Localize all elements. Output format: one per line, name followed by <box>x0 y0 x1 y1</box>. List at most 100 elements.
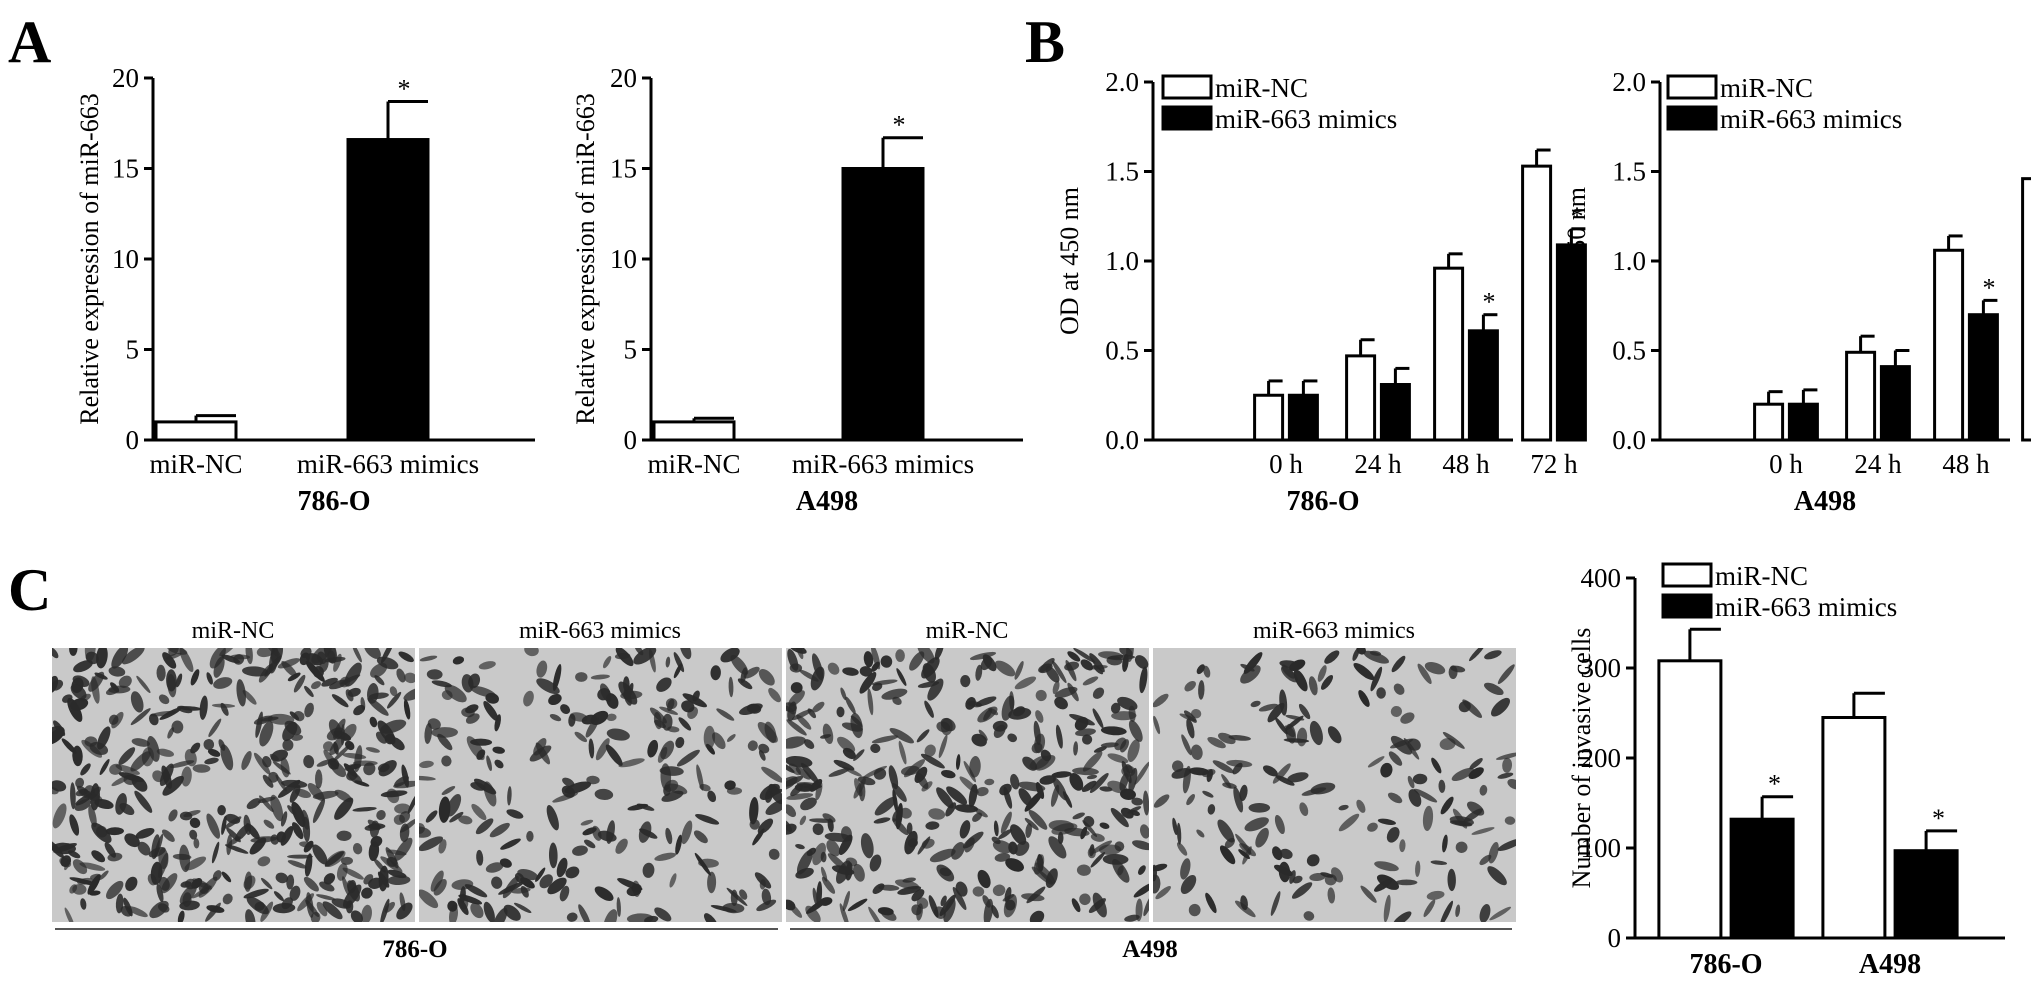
cell-mark <box>169 760 195 768</box>
cell-mark <box>626 913 654 922</box>
cell-mark <box>1107 780 1128 794</box>
cell-mark <box>536 660 548 678</box>
cell-mark <box>52 648 59 659</box>
cell-mark <box>839 903 850 922</box>
cell-mark <box>1014 661 1024 680</box>
cell-mark <box>1299 802 1309 817</box>
cell-mark <box>1089 653 1105 673</box>
cell-mark <box>535 742 551 765</box>
cell-mark <box>972 886 985 897</box>
cell-mark <box>96 648 108 669</box>
cell-mark <box>1183 710 1197 723</box>
cell-mark <box>387 875 411 886</box>
cell-mark <box>647 739 659 758</box>
cell-mark <box>365 747 380 753</box>
micrograph-label-786o-mir-663-mimics: miR-663 mimics <box>519 618 681 644</box>
cell-mark <box>564 781 592 794</box>
cell-mark <box>339 676 351 688</box>
cell-mark <box>303 840 314 853</box>
cell-mark <box>1003 894 1017 918</box>
cell-mark <box>1045 868 1058 888</box>
cell-mark <box>189 817 201 829</box>
legend-swatch <box>1161 74 1213 100</box>
cell-mark <box>878 884 900 891</box>
cell-mark <box>342 867 364 880</box>
cell-mark <box>1198 680 1205 700</box>
cell-mark <box>1370 666 1383 692</box>
cell-mark <box>873 768 887 780</box>
micrograph-label-a498-mir-663-mimics: miR-663 mimics <box>1253 618 1415 644</box>
cell-mark <box>888 765 899 790</box>
cell-mark <box>1190 708 1202 719</box>
cell-mark <box>282 739 294 751</box>
cell-mark <box>369 820 380 838</box>
cell-mark <box>96 825 108 838</box>
bar <box>2021 177 2031 442</box>
cell-mark <box>1489 906 1512 921</box>
cell-mark <box>303 876 319 892</box>
cell-mark <box>87 874 101 895</box>
cell-mark <box>1439 900 1454 922</box>
cell-mark <box>969 651 997 661</box>
x-tick-label: A498 <box>1859 949 1921 980</box>
cell-mark <box>1374 861 1399 872</box>
cell-mark <box>822 723 834 744</box>
cell-mark <box>992 884 1006 897</box>
cell-mark <box>675 736 685 749</box>
cell-mark <box>1029 910 1045 922</box>
cell-mark <box>376 656 399 670</box>
cell-mark <box>1110 807 1129 828</box>
cell-mark <box>1018 788 1033 807</box>
cell-mark <box>633 648 657 665</box>
cell-mark <box>1422 805 1434 832</box>
cell-mark <box>1052 660 1067 684</box>
cell-mark <box>452 656 465 665</box>
cell-mark <box>1502 757 1513 773</box>
cell-mark <box>243 888 269 899</box>
cell-mark <box>389 686 398 697</box>
cell-mark <box>444 684 467 703</box>
y-tick-label: 10 <box>112 244 139 274</box>
cell-mark <box>323 873 336 885</box>
cell-mark <box>470 902 484 919</box>
cell-mark <box>994 852 1011 862</box>
cell-mark <box>588 738 595 759</box>
x-tick-label: miR-NC <box>647 449 740 479</box>
cell-mark <box>1438 779 1446 793</box>
cell-mark <box>331 898 352 909</box>
cell-mark <box>72 883 87 895</box>
cell-mark <box>924 700 934 718</box>
cell-mark <box>111 775 131 787</box>
cell-mark <box>565 866 580 879</box>
cell-mark <box>316 901 328 917</box>
cell-mark <box>980 656 993 671</box>
cell-mark <box>539 874 553 889</box>
cell-mark <box>494 714 501 732</box>
micrograph-group-a498: A498 <box>1122 936 1178 963</box>
cell-mark <box>475 818 494 835</box>
cell-mark <box>1442 834 1448 853</box>
cell-mark <box>431 727 458 738</box>
cell-mark <box>62 694 73 703</box>
cell-mark <box>983 898 994 922</box>
y-tick-label: 1.5 <box>1105 157 1139 187</box>
cell-mark <box>1133 882 1149 898</box>
cell-mark <box>441 786 456 795</box>
cell-mark <box>325 656 346 663</box>
cell-mark <box>1353 662 1375 681</box>
cell-mark <box>626 682 634 699</box>
cell-mark <box>396 902 413 920</box>
cell-mark <box>756 899 777 912</box>
cell-mark <box>419 826 432 838</box>
cell-mark <box>184 856 207 871</box>
cell-mark <box>304 702 314 718</box>
cell-mark <box>131 738 150 747</box>
cell-mark <box>1090 851 1106 868</box>
cell-mark <box>175 673 183 688</box>
cell-mark <box>221 815 227 835</box>
cell-mark <box>739 889 748 900</box>
cell-mark <box>1139 666 1148 694</box>
cell-mark <box>606 728 630 741</box>
y-tick-label: 0.0 <box>1105 425 1139 455</box>
cell-mark <box>936 864 955 882</box>
